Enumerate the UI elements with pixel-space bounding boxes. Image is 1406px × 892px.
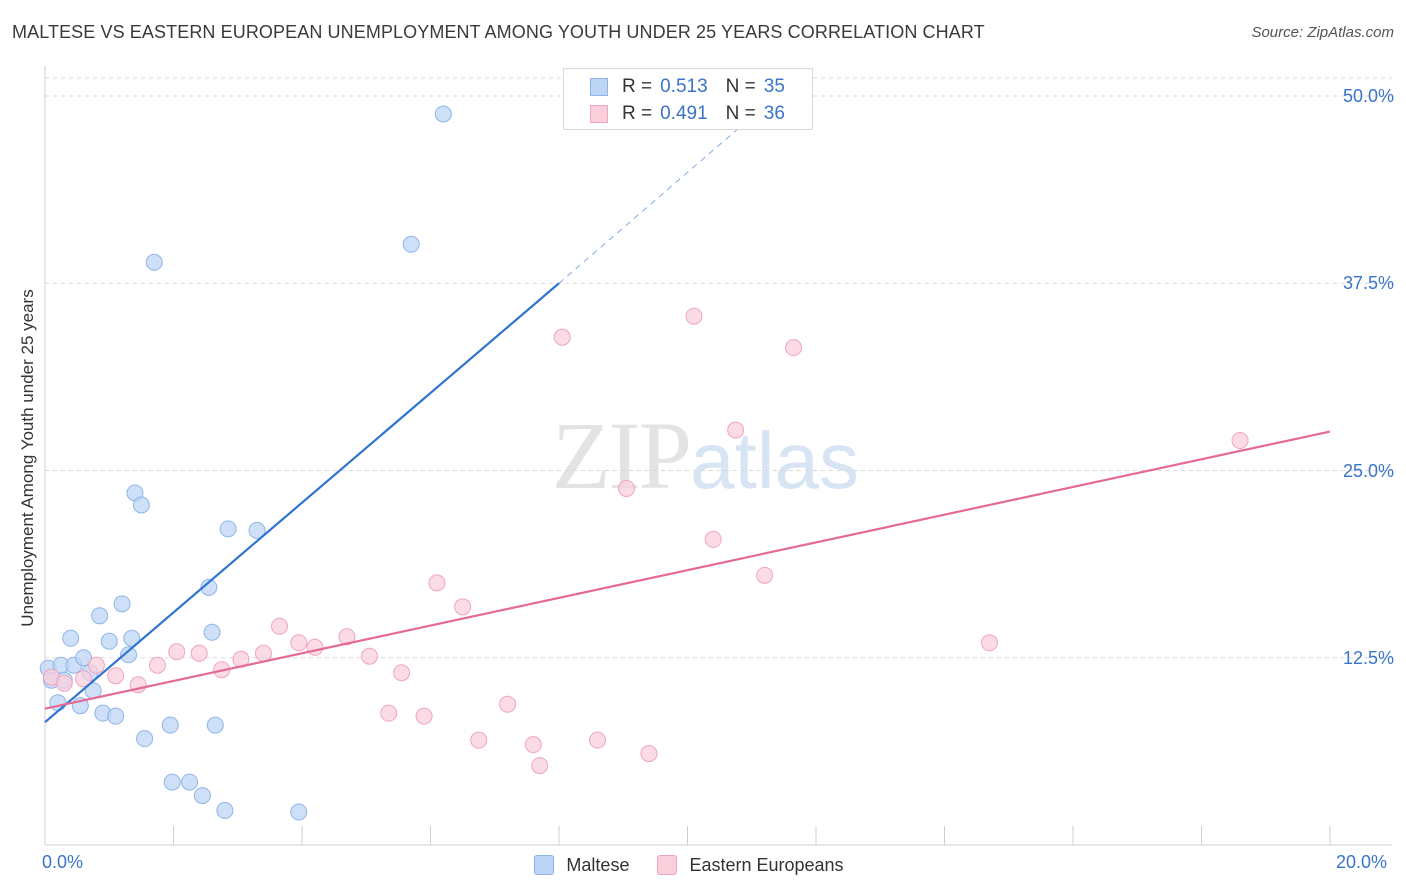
maltese-point	[290, 803, 308, 821]
y-tick-label: 37.5%	[1342, 273, 1394, 294]
r-value: 0.491	[660, 103, 708, 124]
r-value: 0.513	[660, 76, 708, 97]
maltese-point	[123, 629, 141, 647]
y-tick-label: 12.5%	[1342, 647, 1394, 668]
eastern-point	[271, 617, 289, 635]
maltese-point	[136, 730, 154, 748]
y-tick-label: 50.0%	[1342, 86, 1394, 106]
maltese-point	[49, 694, 67, 712]
eastern-point	[55, 674, 73, 692]
eastern-point	[393, 664, 411, 682]
maltese-point	[248, 521, 266, 539]
r-label: R =	[622, 76, 653, 97]
maltese-point	[120, 646, 138, 664]
maltese-point	[206, 716, 224, 734]
eastern-point	[524, 736, 542, 754]
eastern-point	[290, 634, 308, 652]
maltese-point	[163, 773, 181, 791]
maltese-point	[434, 105, 452, 123]
maltese-point	[402, 235, 420, 253]
eastern-point	[168, 643, 186, 661]
x-tick-label-min: 0.0%	[42, 852, 84, 872]
stats-row-eastern: R = 0.491 N = 36	[590, 103, 803, 125]
maltese-point	[100, 632, 118, 650]
maltese-point	[62, 629, 80, 647]
eastern-point	[148, 656, 166, 674]
maltese-point	[203, 623, 221, 641]
eastern-point	[553, 328, 571, 346]
eastern-point	[470, 731, 488, 749]
chart-title: MALTESE VS EASTERN EUROPEAN UNEMPLOYMENT…	[12, 22, 985, 42]
stats-legend: R = 0.513 N = 35 R = 0.491 N = 36	[563, 68, 813, 130]
eastern-point	[640, 745, 658, 763]
eastern-point	[756, 566, 774, 584]
legend-item-maltese[interactable]: Maltese	[534, 855, 629, 876]
eastern-legend-swatch	[657, 855, 678, 875]
eastern-point	[306, 638, 324, 656]
eastern-trendline	[44, 430, 1331, 710]
eastern-point	[727, 421, 745, 439]
watermark-atlas: atlas	[690, 416, 859, 505]
eastern-swatch	[590, 105, 608, 123]
maltese-legend-swatch	[534, 855, 555, 875]
eastern-point	[454, 598, 472, 616]
maltese-trendline-extension	[558, 116, 753, 284]
eastern-point	[338, 628, 356, 646]
legend-item-eastern[interactable]: Eastern Europeans	[657, 854, 844, 876]
eastern-point	[499, 695, 517, 713]
eastern-point	[531, 757, 549, 775]
maltese-point	[219, 520, 237, 538]
maltese-point	[161, 716, 179, 734]
eastern-point	[107, 667, 125, 685]
eastern-point	[75, 670, 93, 688]
eastern-point	[254, 644, 272, 662]
source-label: Source: ZipAtlas.com	[1251, 24, 1394, 41]
n-label: N =	[725, 76, 756, 97]
eastern-point	[685, 307, 703, 325]
eastern-point	[589, 731, 607, 749]
maltese-point	[200, 578, 218, 596]
stats-row-maltese: R = 0.513 N = 35	[590, 76, 803, 98]
eastern-point	[617, 479, 635, 497]
maltese-point	[132, 496, 150, 514]
x-tick-label-max: 20.0%	[1336, 852, 1388, 872]
maltese-point	[91, 607, 109, 625]
n-value: 35	[763, 76, 785, 97]
eastern-point	[980, 634, 998, 652]
maltese-swatch	[590, 78, 608, 96]
maltese-point	[75, 649, 93, 667]
y-tick-label: 25.0%	[1342, 460, 1394, 481]
eastern-point	[428, 574, 446, 592]
legend-label-maltese: Maltese	[566, 854, 630, 875]
maltese-point	[181, 773, 199, 791]
n-value: 36	[763, 103, 785, 124]
legend-label-eastern: Eastern Europeans	[689, 854, 844, 875]
maltese-point	[193, 787, 211, 805]
maltese-point	[145, 253, 163, 271]
y-axis-label: Unemployment Among Youth under 25 years	[18, 289, 37, 627]
eastern-point	[360, 647, 378, 665]
maltese-point	[107, 707, 125, 725]
eastern-point	[704, 530, 722, 548]
r-label: R =	[622, 103, 653, 124]
maltese-point	[216, 802, 234, 820]
series-legend: Maltese Eastern Europeans	[0, 852, 1406, 878]
maltese-point	[113, 595, 131, 613]
eastern-point	[87, 656, 105, 674]
eastern-point	[1231, 432, 1249, 450]
maltese-trendline	[44, 282, 560, 724]
eastern-point	[785, 339, 803, 357]
eastern-point	[415, 707, 433, 725]
eastern-point	[190, 644, 208, 662]
eastern-point	[380, 704, 398, 722]
n-label: N =	[725, 103, 756, 124]
